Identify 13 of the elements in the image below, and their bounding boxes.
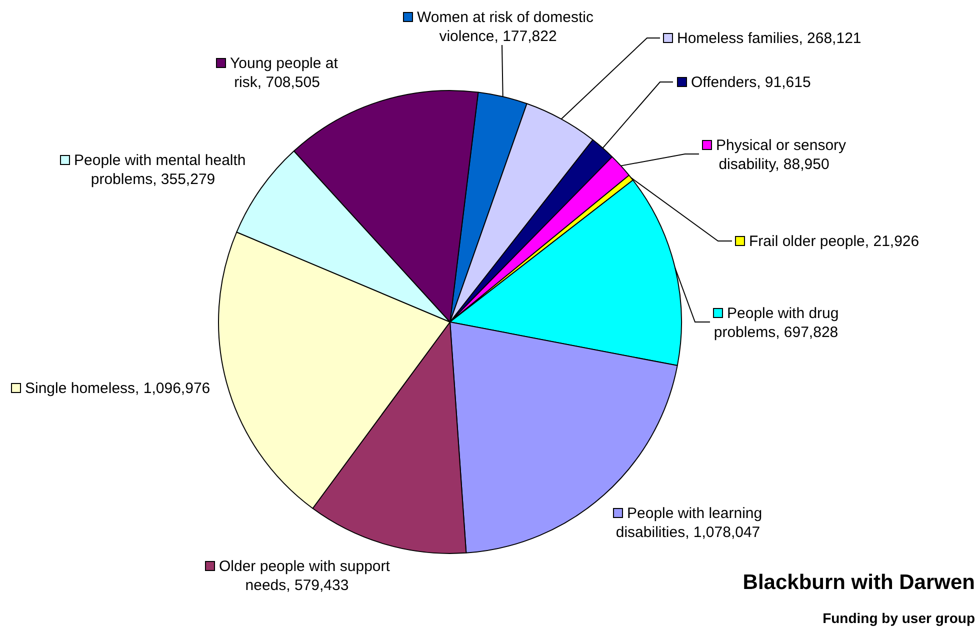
legend-label: Homeless families, 268,121 (677, 30, 862, 47)
legend-label: Young people at risk, 708,505 (230, 55, 339, 91)
text: Funding by user group (822, 610, 975, 626)
legend-label: Physical or sensory disability, 88,950 (716, 137, 847, 173)
legend-label: Frail older people, 21,926 (749, 233, 920, 250)
legend-label: People with learning disabilities, 1,078,047 (616, 505, 762, 541)
legend-label: Women at risk of domestic violence, 177,822 (417, 9, 594, 45)
legend-label: Offenders, 91,615 (691, 74, 811, 91)
legend-label: People with drug problems, 697,828 (714, 305, 839, 341)
legend-label: People with mental health problems, 355,279 (74, 152, 246, 188)
text: Blackburn with Darwen (742, 571, 975, 594)
legend-label: Older people with support needs, 579,433 (219, 558, 391, 594)
legend-label: Single homeless, 1,096,976 (25, 380, 210, 397)
